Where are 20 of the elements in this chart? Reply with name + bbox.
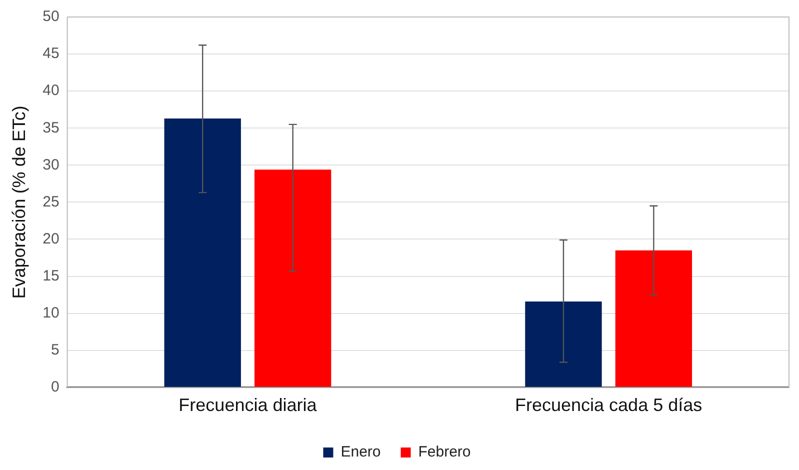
y-tick-label: 0 bbox=[50, 378, 60, 396]
y-axis-title: Evaporación (% de ETc) bbox=[8, 106, 29, 299]
y-tick-label: 45 bbox=[42, 45, 60, 62]
x-tick-label: Frecuencia diaria bbox=[178, 395, 318, 416]
x-tick-label: Frecuencia cada 5 días bbox=[515, 395, 702, 416]
y-tick-label: 25 bbox=[42, 193, 60, 210]
y-tick-label: 10 bbox=[42, 304, 60, 322]
y-tick-label: 30 bbox=[42, 156, 60, 174]
bar bbox=[254, 170, 332, 387]
y-tick-label: 35 bbox=[42, 119, 60, 136]
bar bbox=[164, 118, 241, 387]
y-tick-label: 15 bbox=[42, 267, 60, 284]
y-tick-label: 5 bbox=[50, 342, 60, 358]
y-tick-label: 40 bbox=[42, 82, 60, 100]
legend-label: Enero bbox=[340, 444, 381, 461]
y-tick-label: 50 bbox=[42, 8, 60, 26]
bar bbox=[525, 301, 602, 387]
legend-label: Febrero bbox=[418, 444, 471, 461]
bar bbox=[615, 250, 692, 387]
y-tick-label: 20 bbox=[42, 230, 60, 248]
